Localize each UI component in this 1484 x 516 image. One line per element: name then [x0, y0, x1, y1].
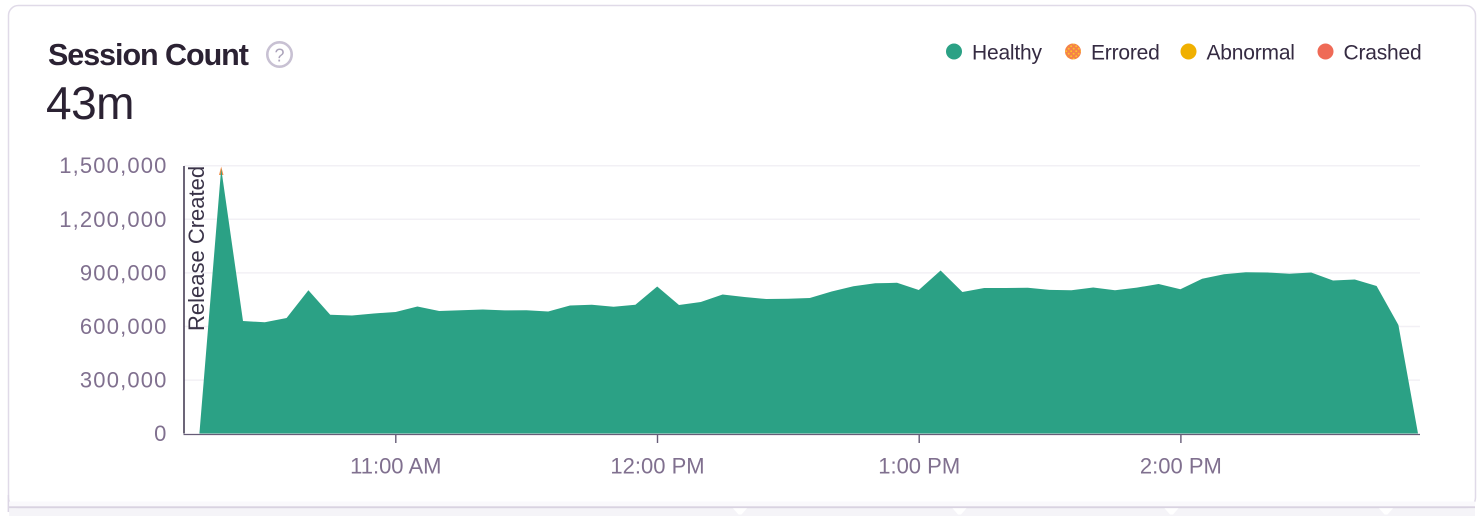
svg-text:900,000: 900,000	[80, 260, 168, 285]
svg-text:2:00 PM: 2:00 PM	[1140, 453, 1222, 478]
svg-text:1:00 PM: 1:00 PM	[878, 453, 960, 478]
svg-text:300,000: 300,000	[80, 368, 168, 393]
svg-text:600,000: 600,000	[80, 314, 168, 339]
svg-text:Abnormal: Abnormal	[1207, 42, 1295, 65]
svg-text:1,500,000: 1,500,000	[59, 153, 167, 178]
svg-text:11:00 AM: 11:00 AM	[350, 453, 441, 478]
svg-text:Healthy: Healthy	[972, 42, 1043, 65]
svg-text:Errored: Errored	[1091, 42, 1160, 65]
svg-text:12:00 PM: 12:00 PM	[610, 453, 704, 478]
svg-text:0: 0	[154, 421, 167, 446]
svg-text:Release Created: Release Created	[184, 166, 209, 331]
svg-text:Session Count: Session Count	[48, 38, 249, 72]
svg-text:?: ?	[274, 46, 284, 66]
svg-text:Crashed: Crashed	[1344, 42, 1422, 65]
svg-text:1,200,000: 1,200,000	[59, 207, 167, 232]
svg-text:43m: 43m	[46, 77, 134, 129]
